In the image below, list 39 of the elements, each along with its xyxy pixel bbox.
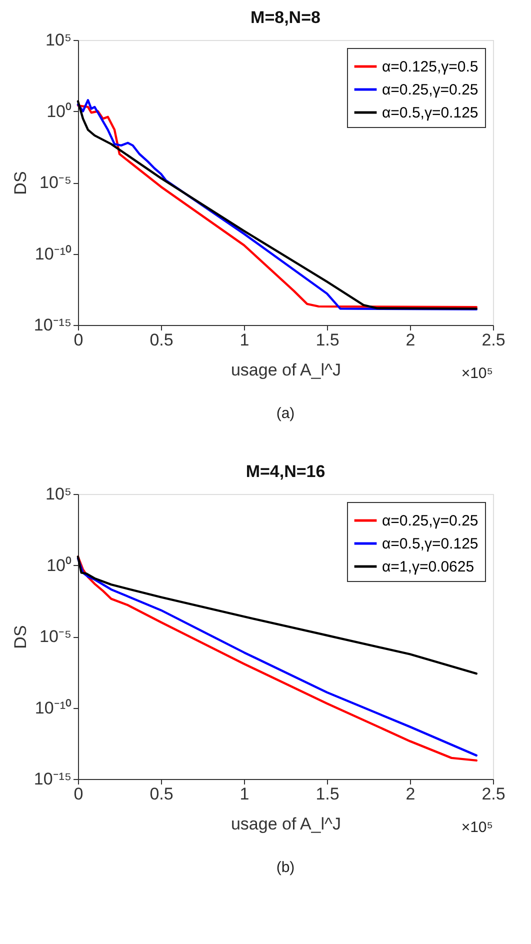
y-tick-label: 10⁻⁵ [40,627,72,646]
x-tick-label: 1.5 [316,784,340,804]
legend-label: α=0.5,γ=0.125 [382,536,478,552]
text: ×10⁵ [461,365,493,382]
y-tick-label: 10⁻⁵ [40,173,72,192]
x-tick-label: 1.5 [316,330,340,350]
x-tick-label: 1 [240,330,250,350]
x-tick-label: 2 [406,784,416,804]
x-axis-title: usage of A_l^J [230,360,342,380]
x-tick-label: 2 [406,330,416,350]
x-axis-title: usage of A_l^J [230,814,342,834]
legend-label: α=0.25,γ=0.25 [382,82,478,98]
chart-title: M=8,N=8 [250,8,320,27]
x-tick-label: 1 [240,784,250,804]
y-tick-label: 10⁵ [46,30,72,50]
y-tick-label: 10⁰ [46,102,72,121]
y-tick-label: 10⁻¹⁰ [34,244,72,264]
line-series [76,556,478,675]
y-axis-title: DS [10,625,30,649]
y-tick-label: 10⁰ [46,556,72,575]
y-tick-label: 10⁻¹⁵ [34,316,72,334]
x-tick-label: 0 [74,330,84,350]
chart-title: M=4,N=16 [246,462,326,481]
y-tick-label: 10⁻¹⁵ [34,770,72,788]
y-axis-title: DS [10,171,30,195]
text: ×10⁵ [461,819,493,836]
legend-label: α=0.125,γ=0.5 [382,58,478,76]
text: (b) [276,859,295,876]
legend-label: α=0.5,γ=0.125 [382,104,478,122]
x-tick-label: 0.5 [150,330,174,350]
y-tick-label: 10⁵ [46,484,72,504]
y-tick-label: 10⁻¹⁰ [34,698,72,718]
text: (a) [276,405,295,422]
legend-label: α=0.25,γ=0.25 [382,512,478,530]
legend-label: α=1,γ=0.0625 [382,558,474,576]
x-tick-label: 0 [74,784,84,804]
x-tick-label: 2.5 [482,330,506,350]
x-tick-label: 0.5 [150,784,174,804]
x-tick-label: 2.5 [482,784,506,804]
